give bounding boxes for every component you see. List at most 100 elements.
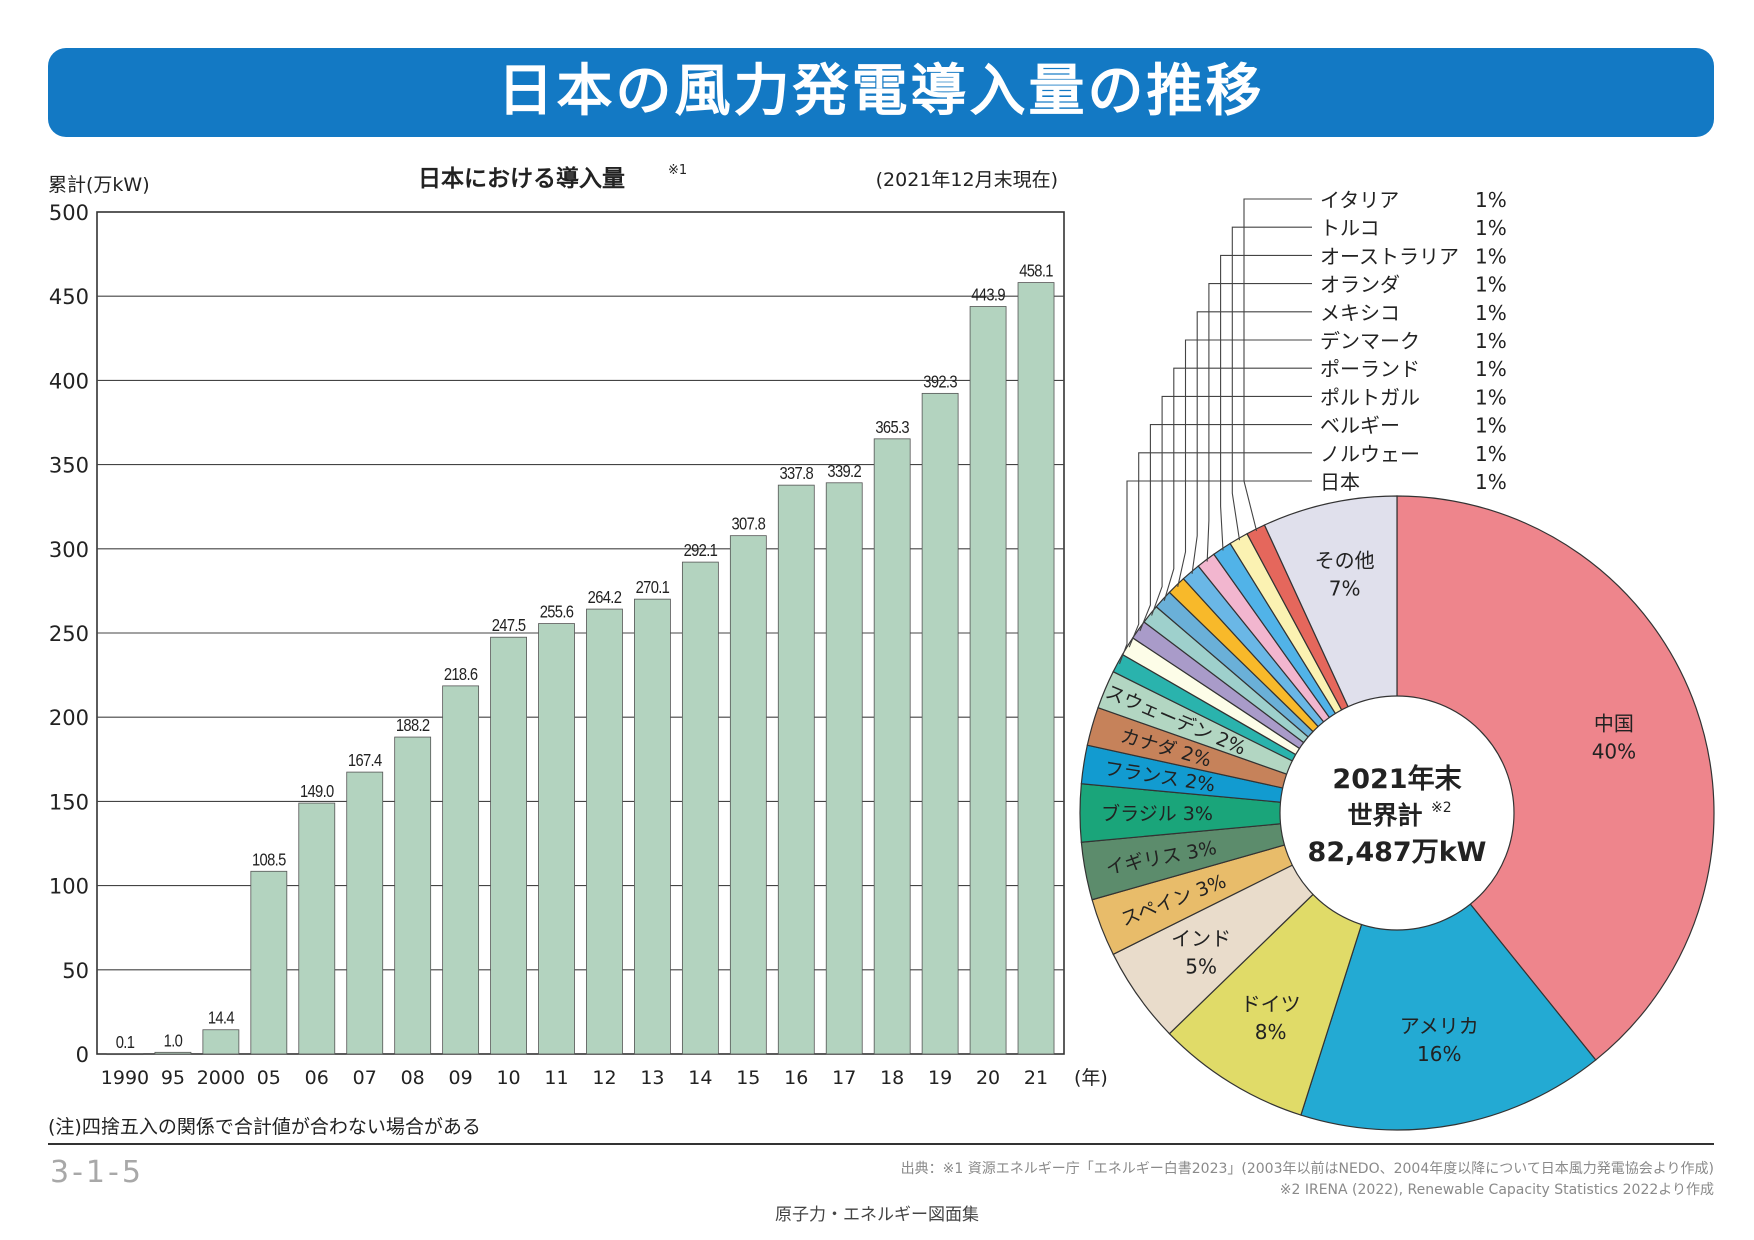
bar-value-label: 392.3 bbox=[923, 372, 957, 392]
bar bbox=[729, 535, 767, 1055]
pie-slice-label: ブラジル 3% bbox=[1101, 802, 1213, 825]
bar bbox=[1017, 282, 1055, 1055]
y-tick-label: 300 bbox=[49, 538, 89, 562]
legend-pct: 1% bbox=[1475, 414, 1507, 438]
bar bbox=[298, 802, 336, 1055]
footer-title: 原子力・エネルギー図面集 bbox=[775, 1205, 979, 1225]
y-tick-label: 350 bbox=[49, 454, 89, 478]
legend-pct: 1% bbox=[1475, 273, 1507, 297]
bar-value-label: 365.3 bbox=[875, 418, 909, 438]
bar-value-label: 292.1 bbox=[684, 541, 718, 561]
bar-value-label: 443.9 bbox=[971, 285, 1005, 305]
pie-slice bbox=[1396, 495, 1715, 1061]
page-title: 日本の風力発電導入量の推移 bbox=[497, 59, 1265, 124]
leader-line bbox=[1191, 311, 1312, 574]
bar-value-label: 337.8 bbox=[779, 464, 813, 484]
y-tick-label: 50 bbox=[62, 959, 89, 983]
x-tick-label: 17 bbox=[832, 1067, 856, 1089]
leader-line bbox=[1206, 283, 1312, 562]
bar-value-label: 255.6 bbox=[540, 602, 574, 622]
source-line-1: 出典：※1 資源エネルギー庁「エネルギー白書2023」(2003年以前はNEDO… bbox=[900, 1161, 1714, 1177]
pie-slice-pct: 8% bbox=[1255, 1020, 1287, 1044]
legend-label: オーストラリア bbox=[1320, 244, 1459, 268]
bar bbox=[777, 484, 815, 1055]
bar-value-label: 339.2 bbox=[827, 461, 861, 481]
x-tick-label: 14 bbox=[688, 1067, 712, 1089]
source-line-2: ※2 IRENA (2022), Renewable Capacity Stat… bbox=[1279, 1182, 1714, 1198]
legend-pct: 1% bbox=[1475, 188, 1507, 212]
x-tick-label: 95 bbox=[161, 1067, 185, 1089]
legend-pct: 1% bbox=[1475, 301, 1507, 325]
pie-slice-label: 中国 bbox=[1594, 712, 1634, 736]
x-tick-label: 19 bbox=[928, 1067, 952, 1089]
pie-slice-pct: 7% bbox=[1329, 577, 1361, 601]
legend-label: ベルギー bbox=[1320, 414, 1400, 438]
bar bbox=[634, 598, 671, 1055]
x-tick-label: 15 bbox=[736, 1067, 760, 1089]
x-axis-label: (年) bbox=[1074, 1067, 1108, 1089]
leader-line bbox=[1231, 226, 1312, 541]
bar-value-label: 307.8 bbox=[732, 514, 766, 534]
legend-pct: 1% bbox=[1475, 470, 1507, 494]
bar-value-label: 188.2 bbox=[396, 716, 430, 736]
legend-pct: 1% bbox=[1475, 357, 1507, 381]
bar bbox=[442, 685, 480, 1055]
bar-chart-title-note: ※1 bbox=[668, 163, 687, 178]
bar-value-label: 270.1 bbox=[636, 578, 670, 598]
y-tick-label: 500 bbox=[49, 201, 89, 225]
legend-label: メキシコ bbox=[1320, 301, 1400, 325]
x-tick-label: 20 bbox=[976, 1067, 1000, 1089]
title-bar: 日本の風力発電導入量の推移 bbox=[48, 48, 1714, 137]
y-axis-label: 累計(万kW) bbox=[48, 174, 150, 196]
page-number: 3-1-5 bbox=[50, 1155, 144, 1190]
pie-center-line3: 82,487万kW bbox=[1308, 837, 1487, 868]
leader-line bbox=[1151, 395, 1312, 616]
bar bbox=[202, 1029, 240, 1055]
y-tick-label: 0 bbox=[76, 1043, 89, 1067]
x-tick-label: 2000 bbox=[197, 1067, 245, 1089]
bar bbox=[969, 306, 1007, 1055]
x-tick-label: 11 bbox=[544, 1067, 568, 1089]
legend-pct: 1% bbox=[1475, 216, 1507, 240]
pie-center-line1: 2021年末 bbox=[1332, 763, 1461, 795]
pie-slice-label: インド bbox=[1171, 927, 1231, 951]
bar-value-label: 149.0 bbox=[300, 782, 334, 802]
date-note: (2021年12月末現在) bbox=[876, 169, 1058, 191]
legend-pct: 1% bbox=[1475, 244, 1507, 268]
bar-value-label: 458.1 bbox=[1019, 261, 1053, 281]
x-tick-label: 16 bbox=[784, 1067, 808, 1089]
bar bbox=[825, 482, 863, 1055]
note-text: (注)四捨五入の関係で合計値が合わない場合がある bbox=[48, 1116, 481, 1138]
bar-value-label: 0.1 bbox=[116, 1033, 135, 1053]
bar bbox=[538, 623, 575, 1055]
bar-value-label: 14.4 bbox=[208, 1008, 235, 1028]
bar bbox=[250, 870, 288, 1055]
bar-value-label: 1.0 bbox=[164, 1031, 183, 1051]
leader-line bbox=[1220, 254, 1312, 551]
y-tick-label: 200 bbox=[49, 706, 89, 730]
legend-label: ポルトガル bbox=[1320, 385, 1420, 409]
bar bbox=[394, 736, 432, 1055]
y-tick-label: 150 bbox=[49, 790, 89, 814]
bar-value-label: 218.6 bbox=[444, 665, 478, 685]
leader-line bbox=[1139, 424, 1312, 632]
pie-slice-pct: 5% bbox=[1185, 955, 1217, 979]
bar bbox=[586, 608, 623, 1055]
pie-center-hole bbox=[1279, 695, 1515, 931]
leader-line bbox=[1118, 480, 1312, 665]
bar bbox=[346, 771, 384, 1055]
bar-value-label: 247.5 bbox=[492, 616, 526, 636]
bar-value-label: 108.5 bbox=[252, 850, 286, 870]
pie-slice-pct: 40% bbox=[1592, 740, 1636, 764]
bar-chart-title: 日本における導入量 bbox=[418, 165, 625, 192]
leader-line bbox=[1177, 339, 1312, 587]
legend-label: デンマーク bbox=[1320, 329, 1420, 353]
bar bbox=[154, 1051, 192, 1055]
pie-center-note: ※2 bbox=[1431, 800, 1452, 816]
legend-pct: 1% bbox=[1475, 385, 1507, 409]
x-tick-label: 1990 bbox=[101, 1067, 149, 1089]
pie-slice-label: その他 bbox=[1315, 549, 1375, 573]
legend-label: イタリア bbox=[1320, 188, 1399, 212]
y-tick-label: 250 bbox=[49, 622, 89, 646]
